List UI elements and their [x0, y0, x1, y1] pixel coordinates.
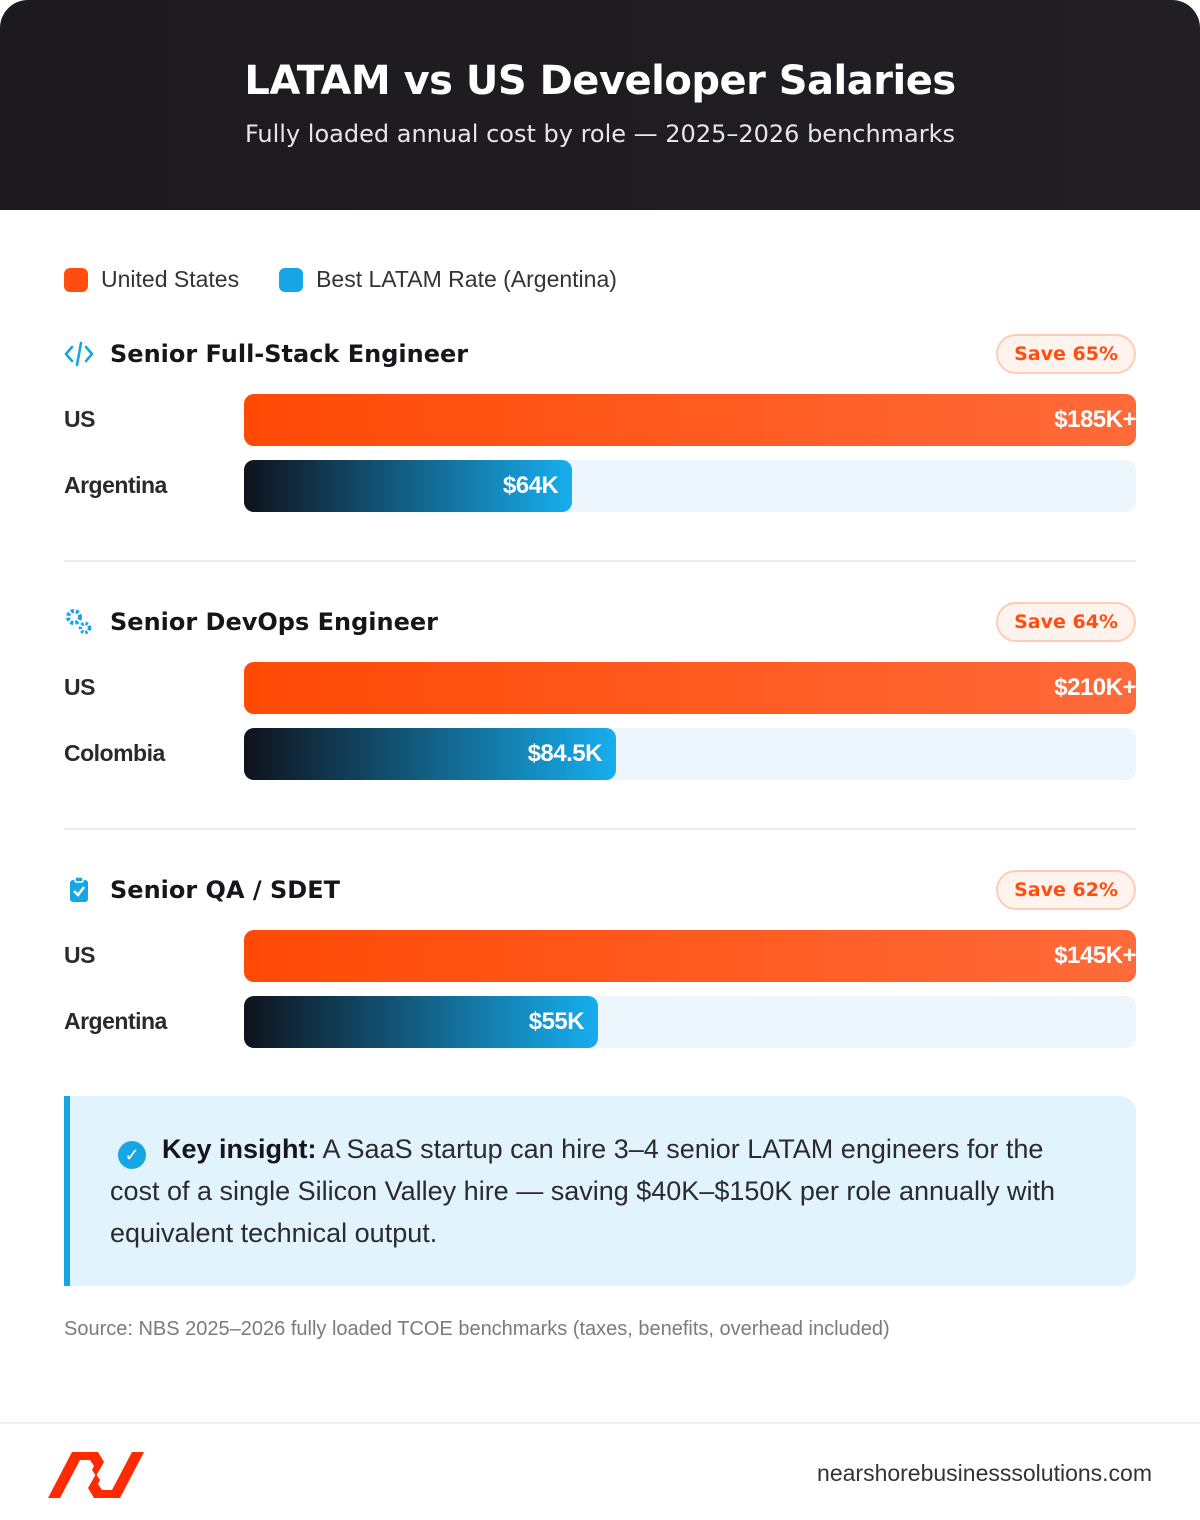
us-bar: $185K+: [244, 394, 1136, 446]
bar-track: $55K: [244, 996, 1136, 1048]
us-bar: $210K+: [244, 662, 1136, 714]
legend: United States Best LATAM Rate (Argentina…: [64, 266, 617, 293]
check-circle-icon: ✓: [118, 1141, 146, 1169]
clipboard-check-icon: [64, 875, 94, 905]
country-label: Argentina: [64, 1008, 167, 1034]
legend-swatch-latam: [279, 267, 304, 292]
role-group: Senior QA / SDET Save 62% US $145K+ Arge…: [64, 870, 1136, 1070]
savings-badge: Save 64%: [996, 602, 1136, 642]
code-icon: [64, 339, 94, 369]
bar-row: US $145K+: [64, 930, 1136, 982]
footer: nearshorebusinesssolutions.com: [0, 1422, 1200, 1520]
insight-lead: Key insight:: [162, 1134, 317, 1164]
bar-row: Argentina $64K: [64, 460, 1136, 512]
role-header: Senior QA / SDET Save 62%: [64, 870, 1136, 910]
page-subtitle: Fully loaded annual cost by role — 2025–…: [244, 120, 956, 148]
website-link[interactable]: nearshorebusinesssolutions.com: [817, 1460, 1152, 1486]
legend-label: United States: [101, 266, 240, 292]
legend-swatch-us: [64, 267, 88, 292]
savings-badge: Save 65%: [996, 334, 1136, 374]
latam-bar: $55K: [244, 996, 599, 1048]
bar-track: $84.5K: [244, 728, 1136, 780]
role-group: Senior Full-Stack Engineer Save 65% US $…: [64, 334, 1136, 534]
legend-label: Best LATAM Rate (Argentina): [316, 266, 617, 292]
source-note: Source: NBS 2025–2026 fully loaded TCOE …: [64, 1318, 890, 1340]
bar-row: Argentina $55K: [64, 996, 1136, 1048]
bar-value-label: $145K+: [1054, 942, 1136, 969]
role-title: Senior QA / SDET: [110, 876, 340, 904]
role-group: Senior DevOps Engineer Save 64% US $210K…: [64, 602, 1136, 802]
role-title: Senior Full-Stack Engineer: [110, 340, 469, 368]
bar-value-label: $185K+: [1054, 406, 1136, 433]
logo-icon: [48, 1452, 144, 1498]
gears-icon: [64, 607, 94, 637]
bar-track: $210K+: [244, 662, 1136, 714]
us-bar: $145K+: [244, 930, 1136, 982]
country-label: Colombia: [64, 740, 165, 766]
bar-row: Colombia $84.5K: [64, 728, 1136, 780]
header: LATAM vs US Developer Salaries Fully loa…: [0, 0, 1200, 210]
bar-value-label: $210K+: [1054, 674, 1136, 701]
country-label: US: [64, 674, 95, 700]
role-title: Senior DevOps Engineer: [110, 608, 438, 636]
latam-bar: $64K: [244, 460, 573, 512]
legend-item-us: United States: [64, 266, 239, 293]
role-header: Senior DevOps Engineer Save 64%: [64, 602, 1136, 642]
country-label: US: [64, 942, 95, 968]
divider: [64, 828, 1136, 830]
bar-track: $64K: [244, 460, 1136, 512]
bar-track: $185K+: [244, 394, 1136, 446]
bar-value-label: $64K: [502, 472, 559, 499]
bar-value-label: $84.5K: [527, 740, 603, 767]
bar-value-label: $55K: [528, 1008, 585, 1035]
page-title: LATAM vs US Developer Salaries: [244, 58, 956, 104]
country-label: US: [64, 406, 95, 432]
insight-text: A SaaS startup can hire 3–4 senior LATAM…: [110, 1134, 1056, 1248]
savings-badge: Save 62%: [996, 870, 1136, 910]
role-header: Senior Full-Stack Engineer Save 65%: [64, 334, 1136, 374]
latam-bar: $84.5K: [244, 728, 616, 780]
key-insight-callout: ✓ Key insight: A SaaS startup can hire 3–…: [64, 1096, 1136, 1286]
bar-row: US $185K+: [64, 394, 1136, 446]
legend-item-latam: Best LATAM Rate (Argentina): [279, 266, 617, 293]
bar-track: $145K+: [244, 930, 1136, 982]
divider: [64, 560, 1136, 562]
country-label: Argentina: [64, 472, 167, 498]
bar-row: US $210K+: [64, 662, 1136, 714]
